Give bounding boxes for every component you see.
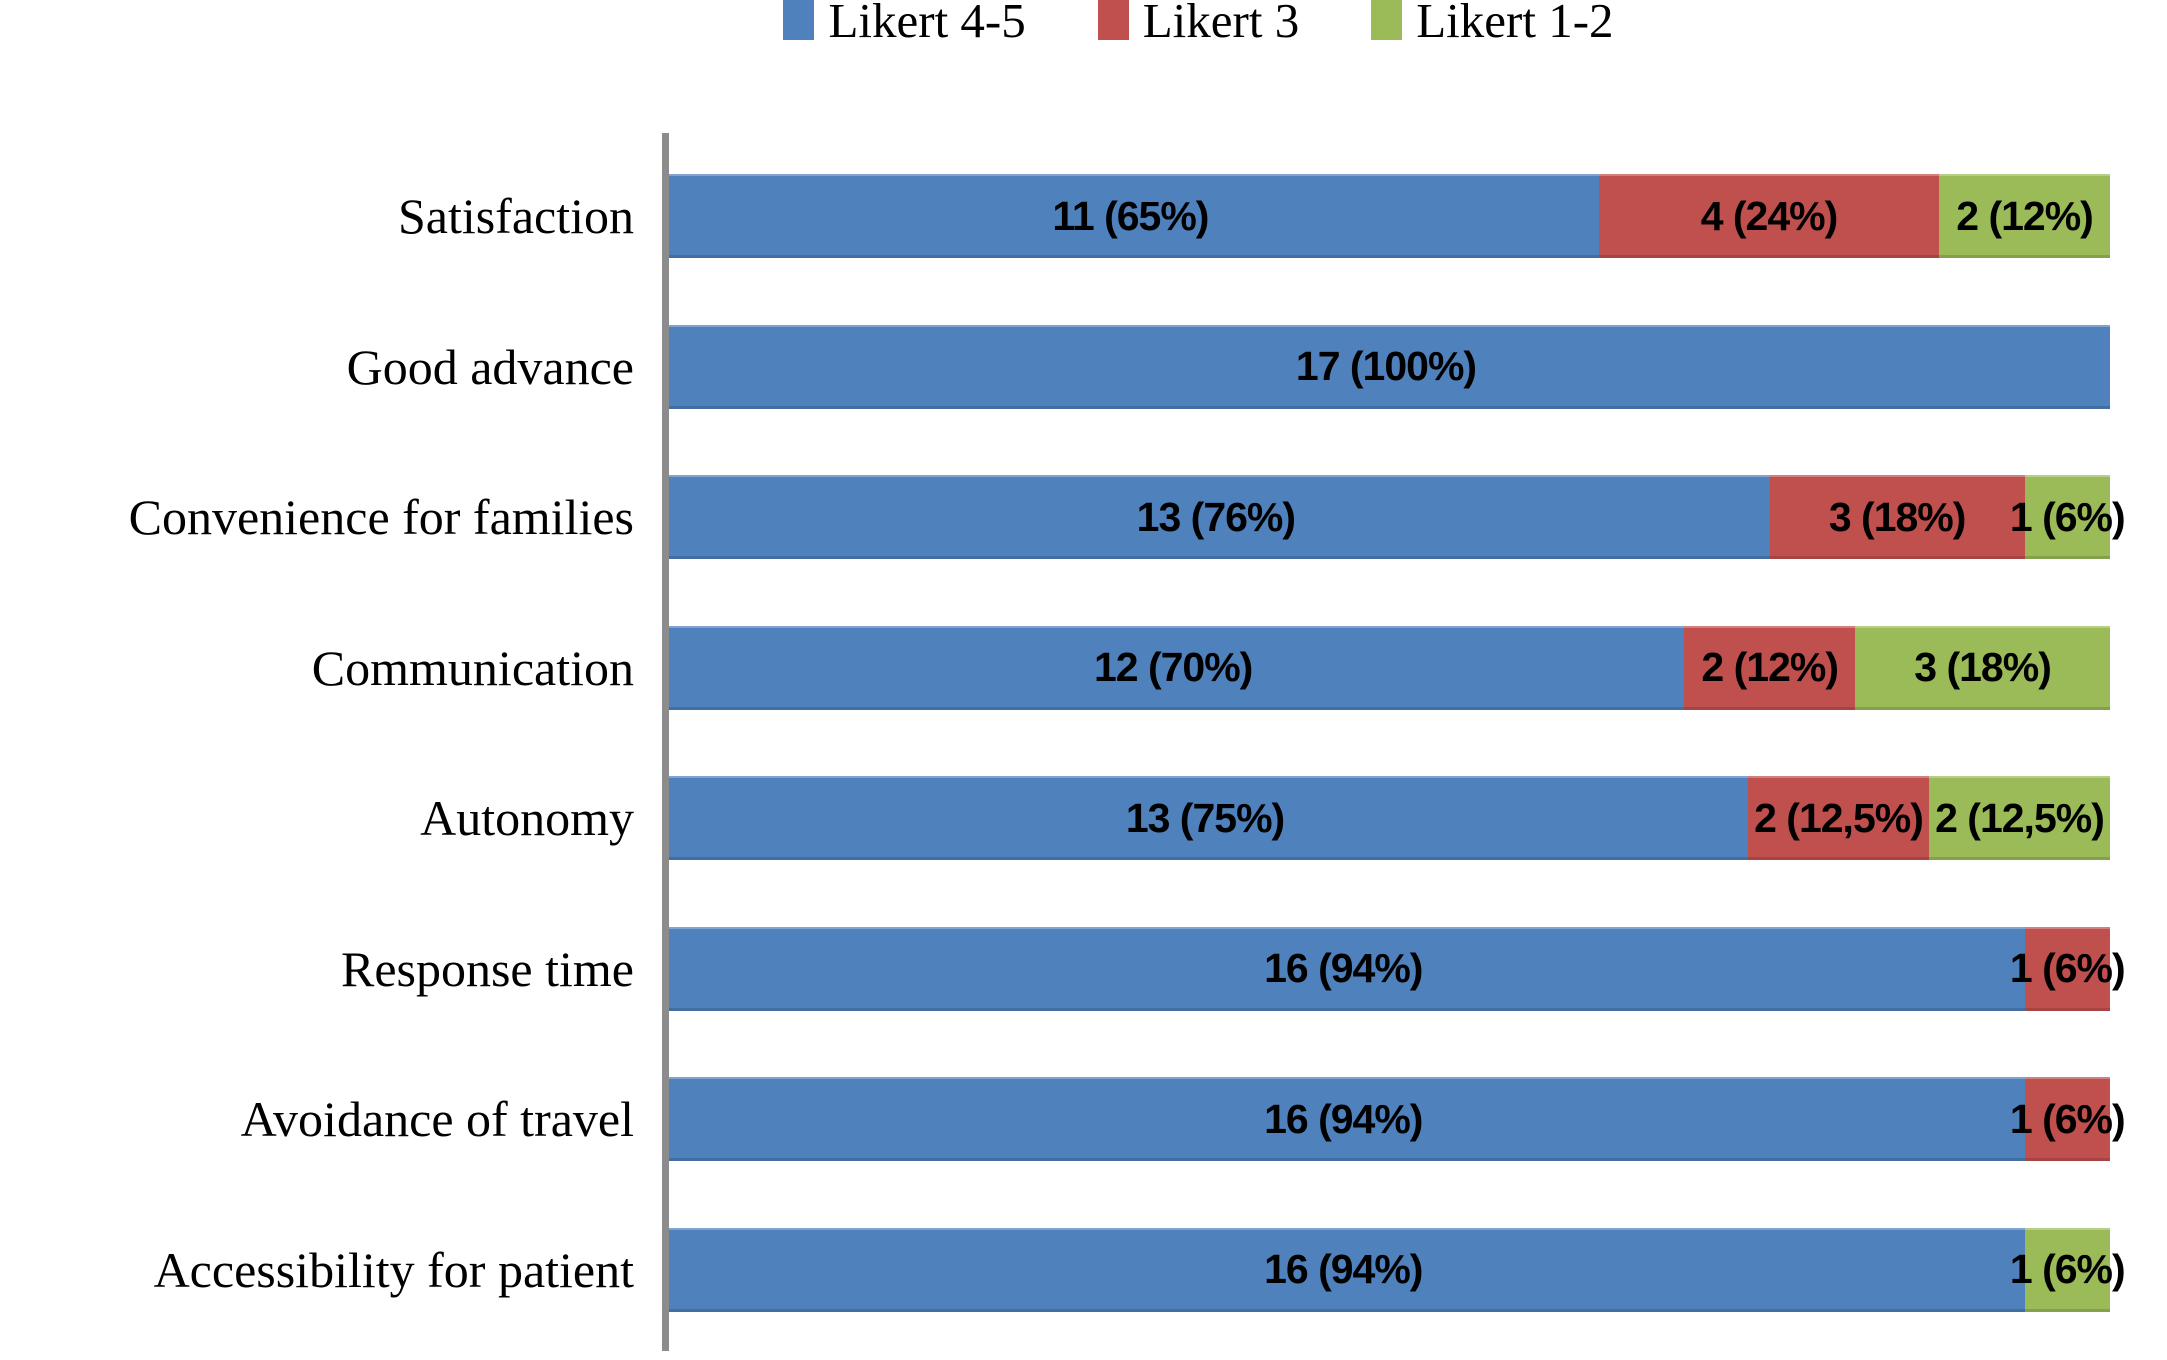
bar-value-label: 3 (18%) <box>1914 644 2052 691</box>
category-label: Accessibility for patient <box>153 1241 634 1298</box>
chart-row-avoidance-of-travel: Avoidance of travel 16 (94%) 1 (6%) <box>0 1044 2167 1195</box>
bar-segment-likert-3: 2 (12%) <box>1684 625 1856 710</box>
legend-item-likert-1-2: Likert 1-2 <box>1371 0 1614 48</box>
bar-track: 16 (94%) 1 (6%) <box>662 1227 2126 1312</box>
bar-track: 11 (65%) 4 (24%) 2 (12%) <box>662 174 2110 259</box>
bar-value-label: 13 (75%) <box>1125 794 1285 841</box>
bar-segment-likert-3: 2 (12,5%) <box>1748 776 1929 861</box>
bar-value-label: 12 (70%) <box>1093 644 1253 691</box>
bar-segment-likert-3: 1 (6%) <box>2010 1077 2126 1162</box>
bar-value-label: 17 (100%) <box>1295 343 1477 390</box>
bar-segment-likert-1-2: 1 (6%) <box>2010 1227 2126 1312</box>
chart-legend: Likert 4-5 Likert 3 Likert 1-2 <box>0 0 2167 46</box>
bar-value-label: 1 (6%) <box>2009 1095 2126 1142</box>
chart-row-satisfaction: Satisfaction 11 (65%) 4 (24%) 2 (12%) <box>0 141 2167 292</box>
bar-value-label: 13 (76%) <box>1136 493 1296 540</box>
bar-segment-likert-4-5: 13 (75%) <box>662 776 1748 861</box>
bar-segment-likert-4-5: 13 (76%) <box>662 475 1770 560</box>
legend-swatch-red-icon <box>1097 0 1129 40</box>
bar-value-label: 1 (6%) <box>2009 945 2126 992</box>
legend-label: Likert 1-2 <box>1416 0 1614 48</box>
chart-row-communication: Communication 12 (70%) 2 (12%) 3 (18%) <box>0 593 2167 744</box>
bar-segment-likert-1-2: 3 (18%) <box>1855 625 2110 710</box>
chart-row-good-advance: Good advance 17 (100%) <box>0 292 2167 443</box>
chart-row-accessibility-for-patient: Accessibility for patient 16 (94%) 1 (6%) <box>0 1195 2167 1346</box>
legend-item-likert-4-5: Likert 4-5 <box>783 0 1026 48</box>
legend-swatch-green-icon <box>1371 0 1403 40</box>
category-label: Avoidance of travel <box>240 1091 634 1148</box>
category-label: Convenience for families <box>128 489 634 546</box>
bar-value-label: 2 (12,5%) <box>1935 794 2105 841</box>
legend-item-likert-3: Likert 3 <box>1097 0 1300 48</box>
bar-segment-likert-4-5: 16 (94%) <box>662 1077 2025 1162</box>
bar-value-label: 11 (65%) <box>1052 192 1209 239</box>
chart-rows: Satisfaction 11 (65%) 4 (24%) 2 (12%) Good a… <box>0 141 2167 1345</box>
bar-value-label: 1 (6%) <box>2009 493 2126 540</box>
bar-track: 16 (94%) 1 (6%) <box>662 926 2126 1011</box>
bar-track: 12 (70%) 2 (12%) 3 (18%) <box>662 625 2110 710</box>
bar-value-label: 1 (6%) <box>2009 1246 2126 1293</box>
bar-value-label: 16 (94%) <box>1264 945 1423 992</box>
bar-value-label: 2 (12,5%) <box>1754 794 1924 841</box>
bar-segment-likert-4-5: 17 (100%) <box>662 324 2110 409</box>
bar-segment-likert-3: 4 (24%) <box>1598 174 1940 259</box>
bar-track: 17 (100%) <box>662 324 2110 409</box>
bar-value-label: 3 (18%) <box>1828 493 1967 540</box>
legend-label: Likert 4-5 <box>828 0 1026 48</box>
bar-track: 16 (94%) 1 (6%) <box>662 1077 2126 1162</box>
bar-segment-likert-3: 1 (6%) <box>2010 926 2126 1011</box>
bar-segment-likert-4-5: 12 (70%) <box>662 625 1685 710</box>
chart-row-convenience-for-families: Convenience for families 13 (76%) 3 (18%) 1… <box>0 442 2167 593</box>
bar-value-label: 4 (24%) <box>1700 192 1839 239</box>
chart-row-response-time: Response time 16 (94%) 1 (6%) <box>0 894 2167 1045</box>
bar-segment-likert-4-5: 16 (94%) <box>662 926 2025 1011</box>
bar-value-label: 16 (94%) <box>1264 1095 1423 1142</box>
chart-plot-area: Satisfaction 11 (65%) 4 (24%) 2 (12%) Good a… <box>0 133 2167 1351</box>
category-label: Communication <box>311 639 634 696</box>
chart-row-autonomy: Autonomy 13 (75%) 2 (12,5%) 2 (12,5%) <box>0 743 2167 894</box>
y-axis-line <box>662 133 669 1351</box>
bar-segment-likert-4-5: 16 (94%) <box>662 1227 2025 1312</box>
category-label: Satisfaction <box>397 188 634 245</box>
bar-segment-likert-1-2: 1 (6%) <box>2010 475 2126 560</box>
bar-value-label: 16 (94%) <box>1264 1246 1423 1293</box>
legend-swatch-blue-icon <box>783 0 815 40</box>
bar-segment-likert-1-2: 2 (12,5%) <box>1929 776 2110 861</box>
bar-segment-likert-4-5: 11 (65%) <box>662 174 1599 259</box>
bar-segment-likert-3: 3 (18%) <box>1769 475 2025 560</box>
category-label: Good advance <box>346 338 634 395</box>
bar-value-label: 2 (12%) <box>1701 644 1839 691</box>
category-label: Autonomy <box>420 790 634 847</box>
bar-track: 13 (76%) 3 (18%) 1 (6%) <box>662 475 2126 560</box>
bar-segment-likert-1-2: 2 (12%) <box>1939 174 2110 259</box>
bar-value-label: 2 (12%) <box>1956 192 2094 239</box>
legend-label: Likert 3 <box>1142 0 1300 48</box>
category-label: Response time <box>340 940 634 997</box>
bar-track: 13 (75%) 2 (12,5%) 2 (12,5%) <box>662 776 2110 861</box>
